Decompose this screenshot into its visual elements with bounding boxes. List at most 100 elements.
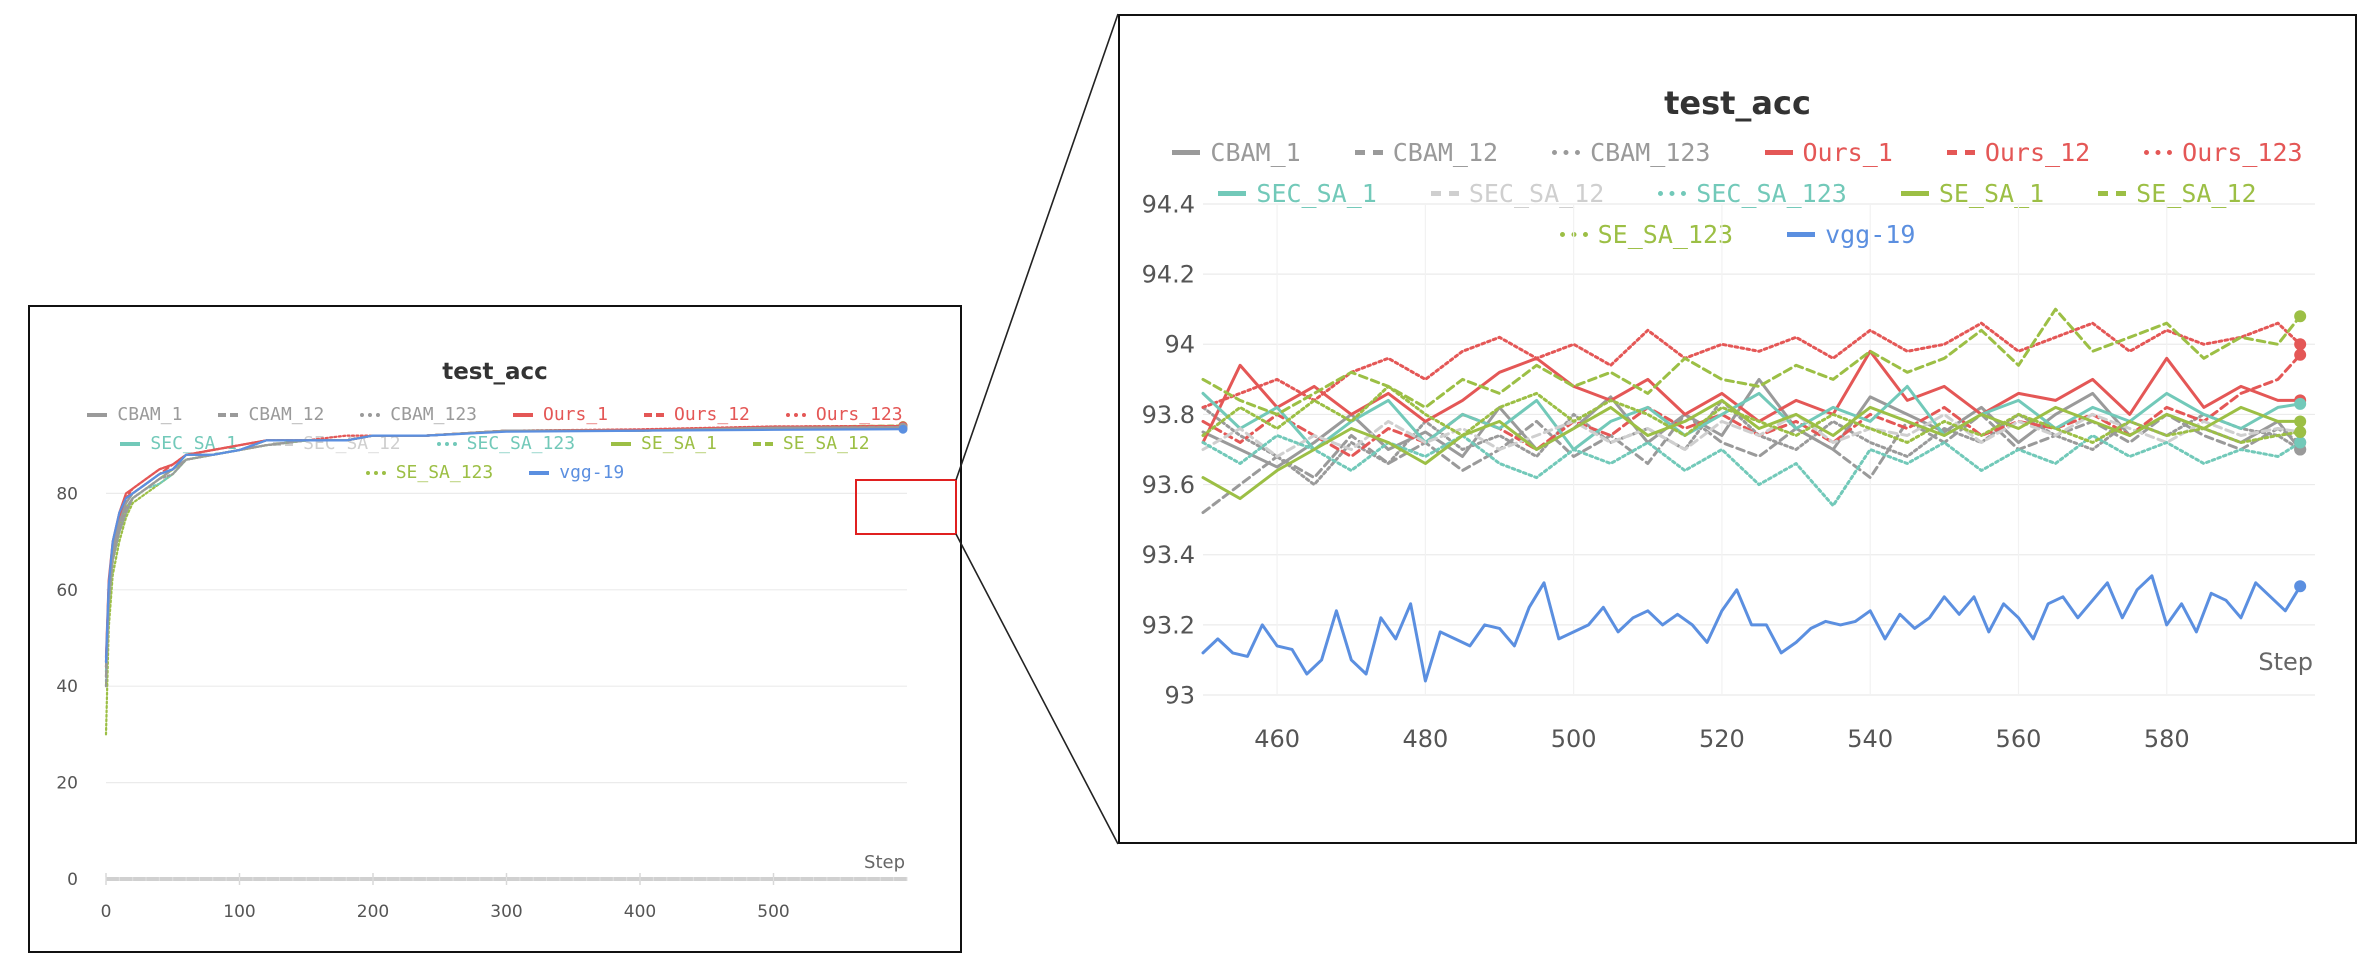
legend-label: Ours_12: [1984, 138, 2091, 167]
legend-swatch: [1218, 191, 1247, 196]
series-line-sec-sa-12: [1201, 412, 2302, 458]
legend-label: CBAM_1: [1210, 138, 1301, 167]
legend-item-ours-12[interactable]: Ours_12: [1946, 138, 2091, 167]
legend-item-cbam-123[interactable]: CBAM_123: [1552, 138, 1711, 167]
legend-swatch: [1172, 150, 1201, 155]
series-line-ours-1: [104, 425, 905, 659]
x-tick-label: 0: [101, 902, 112, 922]
legend-item-sec-sa-123[interactable]: SEC_SA_123: [1658, 179, 1847, 208]
y-tick-label: 93.4: [1142, 541, 1195, 569]
series-endpoint-ours-12[interactable]: [2294, 348, 2307, 361]
x-tick-label: 200: [357, 902, 389, 922]
legend-item-sec-sa-1[interactable]: SEC_SA_1: [1218, 179, 1377, 208]
legend-swatch: [644, 412, 665, 417]
x-tick-label: 560: [1996, 725, 2042, 753]
series-line-vgg-19: [1201, 574, 2302, 683]
legend-item-se-sa-123[interactable]: SE_SA_123: [365, 462, 494, 483]
legend-item-sec-sa-12[interactable]: SEC_SA_12: [1430, 179, 1605, 208]
series-line-vgg-19: [104, 428, 905, 664]
legend-item-ours-1[interactable]: Ours_1: [513, 404, 608, 425]
y-tick-label: 94.4: [1142, 190, 1195, 218]
series-endpoint-sec-sa-1[interactable]: [2294, 397, 2307, 410]
legend-item-se-sa-12[interactable]: SE_SA_12: [752, 433, 870, 454]
legend-label: SEC_SA_1: [1256, 179, 1377, 208]
legend-item-ours-12[interactable]: Ours_12: [644, 404, 750, 425]
legend-swatch: [218, 412, 239, 417]
series-line-sec-sa-123: [104, 426, 905, 683]
legend-item-se-sa-1[interactable]: SE_SA_1: [611, 433, 717, 454]
chart-title: test_acc: [1664, 84, 1811, 122]
legend-swatch: [1900, 191, 1929, 196]
series-line-cbam-1: [104, 426, 905, 668]
series-endpoint-se-sa-1[interactable]: [2294, 415, 2307, 428]
series-line-sec-sa-12: [104, 425, 905, 678]
legend-item-vgg-19[interactable]: vgg-19: [529, 462, 624, 483]
legend-label: Ours_12: [674, 404, 750, 425]
x-tick-label: 300: [490, 902, 522, 922]
legend-swatch: [2144, 150, 2173, 155]
x-tick-label: 400: [624, 902, 656, 922]
series-endpoint-vgg-19[interactable]: [898, 424, 908, 434]
series-endpoint-vgg-19[interactable]: [2294, 580, 2307, 593]
legend-swatch: [365, 470, 386, 475]
y-tick-label: 0: [67, 870, 78, 890]
legend-label: SE_SA_1: [641, 433, 717, 454]
series-line-se-sa-1: [104, 425, 905, 678]
legend-label: SEC_SA_123: [1696, 179, 1847, 208]
x-tick-label: 580: [2144, 725, 2190, 753]
legend-swatch: [1430, 191, 1459, 196]
series-endpoint-se-sa-123[interactable]: [2294, 425, 2307, 438]
legend-item-se-sa-1[interactable]: SE_SA_1: [1900, 179, 2045, 208]
legend-swatch: [1787, 232, 1816, 237]
legend-swatch: [529, 470, 550, 475]
legend-label: SEC_SA_12: [1468, 179, 1605, 208]
legend-swatch: [611, 441, 632, 446]
chart-title: test_acc: [442, 359, 548, 385]
legend-swatch: [87, 412, 108, 417]
x-tick-label: 480: [1402, 725, 1448, 753]
legend-label: CBAM_12: [1392, 138, 1499, 167]
chart-legend: CBAM_1 CBAM_12 CBAM_123 Ours_1 Ours_12 Ours_1…: [1120, 138, 2355, 249]
legend-swatch: [1764, 150, 1793, 155]
series-line-ours-12: [104, 424, 905, 664]
legend-item-sec-sa-123[interactable]: SEC_SA_123: [436, 433, 575, 454]
legend-label: Ours_1: [543, 404, 609, 425]
legend-item-ours-123[interactable]: Ours_123: [2144, 138, 2303, 167]
y-tick-label: 93.8: [1142, 401, 1195, 429]
legend-label: CBAM_1: [117, 404, 183, 425]
legend-label: Ours_1: [1802, 138, 1893, 167]
y-tick-label: 93: [1164, 681, 1195, 709]
legend-item-cbam-12[interactable]: CBAM_12: [218, 404, 324, 425]
series-endpoint-se-sa-12[interactable]: [2294, 310, 2307, 323]
series-endpoint-ours-123[interactable]: [2294, 338, 2307, 351]
legend-item-cbam-123[interactable]: CBAM_123: [360, 404, 477, 425]
legend-swatch: [1354, 150, 1383, 155]
legend-swatch: [785, 412, 806, 417]
legend-swatch: [513, 412, 533, 417]
legend-item-cbam-12[interactable]: CBAM_12: [1354, 138, 1499, 167]
series-line-sec-sa-1: [104, 425, 905, 673]
overview-chart-panel: test_acc CBAM_1 CBAM_12 CBAM_123 Ours_1 Ours…: [28, 305, 962, 953]
x-axis-label: Step: [864, 852, 905, 873]
x-tick-label: 460: [1254, 725, 1300, 753]
x-tick-label: 500: [757, 902, 789, 922]
legend-item-cbam-1[interactable]: CBAM_1: [87, 404, 182, 425]
legend-label: SE_SA_123: [1597, 220, 1734, 249]
legend-label: SE_SA_123: [395, 462, 494, 483]
legend-label: CBAM_123: [1590, 138, 1711, 167]
legend-label: SE_SA_1: [1938, 179, 2045, 208]
legend-item-cbam-1[interactable]: CBAM_1: [1172, 138, 1301, 167]
zoom-connector-line-top: [955, 13, 1119, 481]
plot-area: 93 93.2 93.4 93.6 93.8 94 94.2 94.4 460 480 500 520…: [1142, 190, 2315, 753]
zoom-chart-panel: test_acc CBAM_1 CBAM_12 CBAM_123 Ours_1 Ours…: [1118, 14, 2357, 844]
legend-item-ours-123[interactable]: Ours_123: [785, 404, 903, 425]
legend-item-se-sa-12[interactable]: SE_SA_12: [2098, 179, 2257, 208]
legend-label: Ours_123: [815, 404, 903, 425]
legend-label: vgg-19: [559, 462, 625, 483]
series-endpoint-sec-sa-123[interactable]: [2294, 436, 2307, 449]
y-tick-label: 94.2: [1142, 261, 1195, 289]
legend-swatch: [360, 412, 381, 417]
legend-item-ours-1[interactable]: Ours_1: [1764, 138, 1893, 167]
series-line-cbam-123: [104, 426, 905, 688]
zoom-connector-line-bottom: [955, 533, 1119, 845]
